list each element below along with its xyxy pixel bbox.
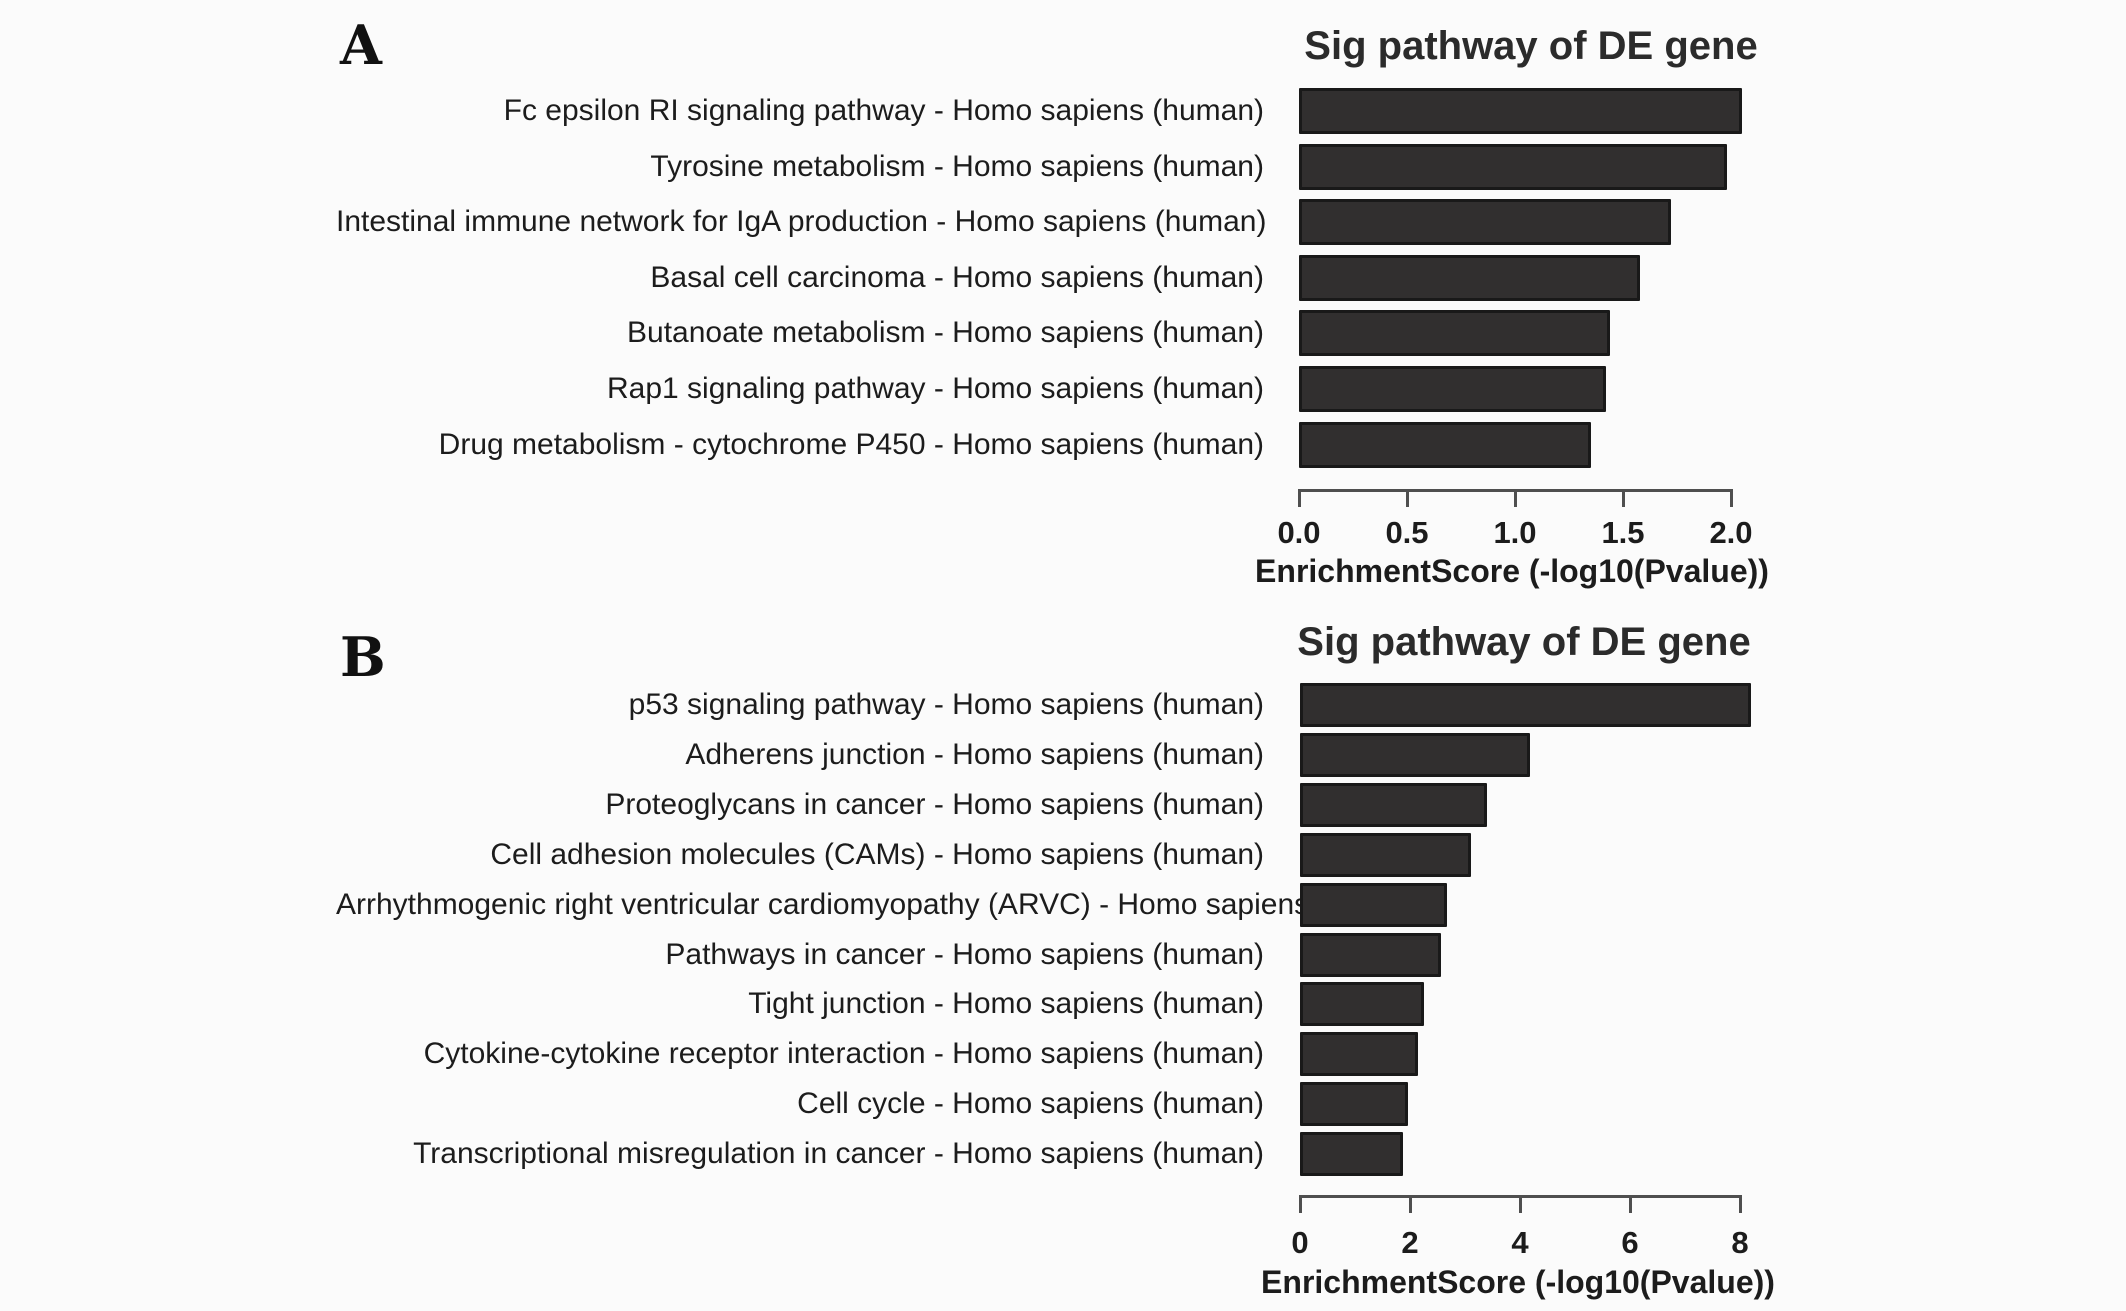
panel-b-x-tick-label: 4 bbox=[1511, 1225, 1529, 1260]
panel-a-pathway-label: Tyrosine metabolism - Homo sapiens (huma… bbox=[650, 149, 1264, 183]
panel-a-x-tick-label: 0.5 bbox=[1385, 515, 1429, 550]
panel-a-x-tick bbox=[1298, 489, 1301, 507]
panel-b-bar bbox=[1300, 782, 1487, 827]
panel-b-pathway-label: Cell cycle - Homo sapiens (human) bbox=[797, 1087, 1264, 1121]
panel-b-x-tick bbox=[1299, 1195, 1302, 1213]
panel-a-pathway-label: Rap1 signaling pathway - Homo sapiens (h… bbox=[606, 372, 1264, 405]
panel-a-x-tick bbox=[1622, 489, 1625, 507]
panel-a-letter: A bbox=[340, 13, 382, 77]
panel-b-bar bbox=[1300, 732, 1530, 777]
panel-b-x-tick-label: 0 bbox=[1291, 1225, 1309, 1260]
panel-a-bar bbox=[1299, 254, 1640, 301]
panel-a-pathway-label: Drug metabolism - cytochrome P450 - Homo… bbox=[438, 427, 1264, 461]
panel-a-bar bbox=[1299, 310, 1610, 357]
panel-b-bar bbox=[1300, 1082, 1408, 1127]
panel-b-pathway-label: p53 signaling pathway - Homo sapiens (hu… bbox=[628, 688, 1264, 721]
panel-a-pathway-label: Fc epsilon RI signaling pathway - Homo s… bbox=[503, 94, 1264, 127]
panel-b-bar bbox=[1300, 882, 1447, 927]
panel-a-bar bbox=[1299, 421, 1591, 468]
panel-b-pathway-label: Cytokine-cytokine receptor interaction -… bbox=[423, 1037, 1264, 1071]
panel-b-pathway-label: Tight junction - Homo sapiens (human) bbox=[748, 987, 1264, 1021]
panel-a-bar bbox=[1299, 366, 1606, 412]
panel-a-bar bbox=[1299, 199, 1671, 246]
panel-a-pathway-label: Intestinal immune network for IgA produc… bbox=[336, 205, 1267, 239]
panel-a-pathway-label: Basal cell carcinoma - Homo sapiens (hum… bbox=[650, 260, 1264, 294]
panel-b-bar bbox=[1300, 1032, 1418, 1077]
panel-a-bar bbox=[1299, 88, 1742, 134]
panel-a-x-tick-label: 2.0 bbox=[1709, 515, 1753, 550]
panel-b-title: Sig pathway of DE gene bbox=[1297, 620, 1751, 664]
panel-a-title: Sig pathway of DE gene bbox=[1304, 24, 1758, 68]
panel-b-bar bbox=[1300, 1132, 1403, 1177]
panel-b-x-tick bbox=[1519, 1195, 1522, 1213]
panel-b-x-tick-label: 2 bbox=[1401, 1225, 1419, 1260]
panel-b-x-tick-label: 8 bbox=[1731, 1225, 1749, 1260]
panel-b-pathway-label: Proteoglycans in cancer - Homo sapiens (… bbox=[605, 787, 1264, 821]
panel-b-bar bbox=[1300, 982, 1424, 1027]
panel-a-x-tick bbox=[1514, 489, 1517, 507]
panel-b-pathway-label: Arrhythmogenic right ventricular cardiom… bbox=[336, 887, 1430, 921]
panel-a-x-tick-label: 1.0 bbox=[1493, 515, 1537, 550]
panel-b-x-tick bbox=[1409, 1195, 1412, 1213]
panel-b-bar bbox=[1300, 932, 1441, 977]
panel-b-pathway-label: Adherens junction - Homo sapiens (human) bbox=[685, 737, 1264, 771]
panel-a-x-axis-title: EnrichmentScore (-log10(Pvalue)) bbox=[1255, 553, 1769, 589]
panel-a-bar bbox=[1299, 143, 1727, 190]
panel-b-x-axis-title: EnrichmentScore (-log10(Pvalue)) bbox=[1261, 1264, 1775, 1300]
panel-b-x-tick bbox=[1739, 1195, 1742, 1213]
panel-b-bar bbox=[1300, 832, 1471, 877]
panel-a-x-tick-label: 1.5 bbox=[1601, 515, 1645, 550]
panel-b-x-tick bbox=[1629, 1195, 1632, 1213]
panel-b-bar bbox=[1300, 683, 1751, 727]
panel-a-x-tick-label: 0.0 bbox=[1277, 515, 1321, 550]
panel-b-letter: B bbox=[340, 625, 386, 689]
panel-b-pathway-label: Transcriptional misregulation in cancer … bbox=[413, 1137, 1264, 1171]
panel-a-x-tick bbox=[1406, 489, 1409, 507]
panel-b-x-tick-label: 6 bbox=[1621, 1225, 1639, 1260]
panel-b-pathway-label: Pathways in cancer - Homo sapiens (human… bbox=[665, 937, 1264, 971]
panel-b-pathway-label: Cell adhesion molecules (CAMs) - Homo sa… bbox=[490, 837, 1264, 871]
panel-a-x-tick bbox=[1730, 489, 1733, 507]
panel-a-pathway-label: Butanoate metabolism - Homo sapiens (hum… bbox=[627, 316, 1264, 350]
